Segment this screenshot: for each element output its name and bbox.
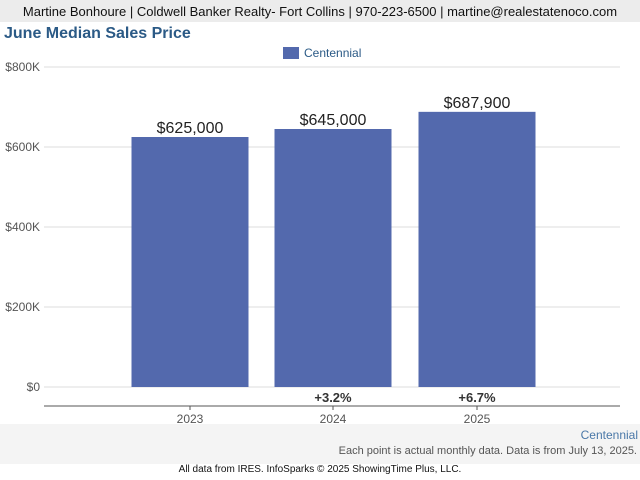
change-label: +6.7%: [458, 390, 496, 405]
y-tick-label: $0: [27, 380, 41, 394]
footer-region-label: Centennial: [580, 428, 638, 442]
footer-credit: All data from IRES. InfoSparks © 2025 Sh…: [178, 464, 462, 475]
legend-label: Centennial: [304, 46, 362, 60]
footer-data-note: Each point is actual monthly data. Data …: [338, 445, 637, 457]
bar: [131, 137, 249, 387]
bar-chart: $0 $200K $400K $600K $800K $625,000 2023 $645,0…: [5, 60, 620, 424]
y-tick-label: $800K: [5, 60, 40, 74]
footer-band: [0, 424, 640, 464]
x-tick-label: 2023: [177, 412, 204, 424]
contact-line: Martine Bonhoure | Coldwell Banker Realt…: [22, 3, 618, 19]
y-tick-label: $400K: [5, 220, 40, 234]
y-tick-label: $200K: [5, 300, 40, 314]
bar-value-label: $645,000: [300, 112, 367, 129]
contact-header: Martine Bonhoure | Coldwell Banker Realt…: [0, 0, 640, 22]
chart-title: June Median Sales Price: [4, 25, 191, 42]
chart-legend[interactable]: Centennial: [283, 45, 361, 61]
x-tick-label: 2024: [320, 412, 347, 424]
bar: [418, 111, 536, 387]
legend-swatch: [283, 47, 299, 59]
bar-value-label: $625,000: [157, 120, 224, 137]
change-label: +3.2%: [314, 390, 352, 405]
y-tick-label: $600K: [5, 140, 40, 154]
bar: [274, 129, 392, 387]
bar-value-label: $687,900: [444, 95, 511, 112]
x-tick-label: 2025: [464, 412, 491, 424]
